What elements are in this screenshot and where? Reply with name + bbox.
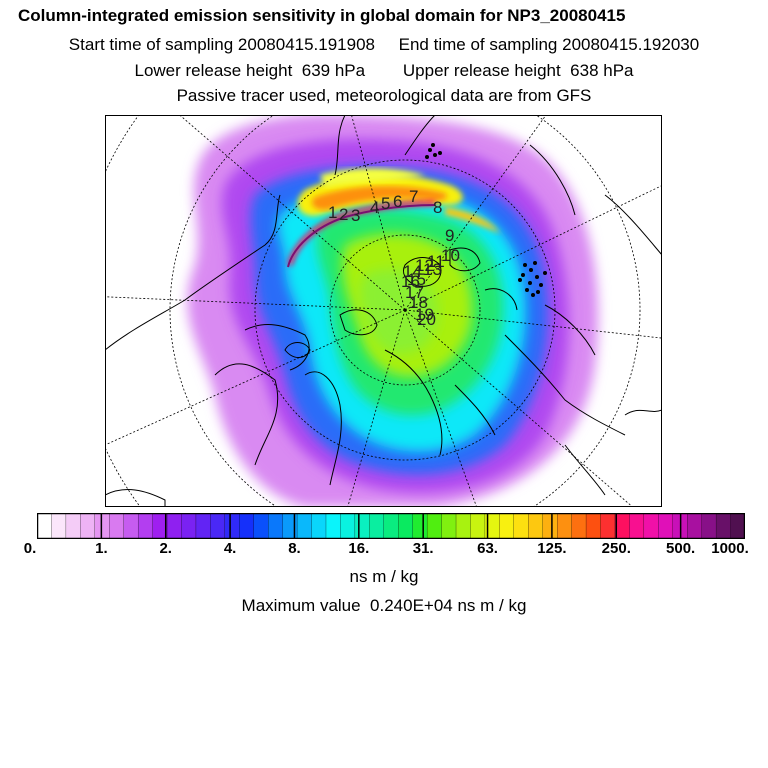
sampling-times: Start time of sampling 20080415.191908 E… [0,35,768,55]
colorbar-cell [94,513,110,539]
tracer-note: Passive tracer used, meteorological data… [176,86,592,105]
upper-release-text: Upper release height 638 hPa [402,61,634,80]
sensitivity-field [105,115,662,507]
colorbar-cell [585,513,602,539]
colorbar-cell [701,513,717,539]
colorbar-cell [51,513,67,539]
colorbar-cell [123,513,139,539]
colorbar-cell [687,513,703,539]
lower-release-text: Lower release height 639 hPa [134,61,366,80]
colorbar-cell [398,513,414,539]
colorbar-cell [412,513,428,539]
plot-title: Column-integrated emission sensitivity i… [18,6,626,25]
colorbar-cell [441,513,457,539]
station-markers [425,143,547,297]
colorbar-cell [542,513,558,539]
colorbar-cell [181,513,197,539]
colorbar-cell [470,513,486,539]
colorbar-cell [80,513,96,539]
trajectory-label: 18 [409,293,428,312]
colorbar-cell [369,513,385,539]
coastlines [105,115,662,507]
colorbar-tick-label: 500. [666,540,696,557]
trajectory-label: 9 [445,226,454,245]
trajectory-label: 4 [370,198,379,217]
colorbar-cell [325,513,342,539]
colorbar-cell [557,513,573,539]
trajectory-label: 10 [441,246,460,265]
colorbar-cell [37,513,53,539]
release-heights: Lower release height 639 hPa Upper relea… [0,61,768,81]
colorbar-tick-label: 2. [159,540,172,557]
colorbar-cell [528,513,544,539]
colorbar-tick-label: 0. [23,540,37,557]
trajectory-label: 16 [401,272,420,291]
map-frame [105,115,662,507]
colorbar-cell [239,513,255,539]
colorbar-cell [195,513,212,539]
colorbar-cell [383,513,399,539]
colorbar-cell [268,513,284,539]
colorbar-cell [137,513,154,539]
colorbar-cell [224,513,241,539]
colorbar [37,513,745,539]
colorbar-cell [65,513,82,539]
colorbar-cell [614,513,631,539]
colorbar-cell [643,513,660,539]
colorbar-cell [296,513,313,539]
colorbar-cell [730,513,745,539]
colorbar-tick-label: 125. [537,540,567,557]
trajectory-label: 17 [405,283,424,302]
trajectory-label: 3 [351,206,360,225]
colorbar-cell [600,513,616,539]
trajectory-label: 19 [415,305,434,324]
colorbar-cell [354,513,371,539]
trajectory-label: 11 [427,252,445,271]
trajectory-label: 1 [328,203,337,222]
colorbar-tick-label: 250. [601,540,631,557]
colorbar-cell [210,513,226,539]
emission-sensitivity-map: 1 2 3 4 5 6 7 8 9 10 11 12 13 14 15 16 1… [105,115,662,507]
colorbar-cell [340,513,356,539]
colorbar-cell [571,513,587,539]
end-sampling-text: End time of sampling 20080415.192030 [398,35,700,54]
colorbar-cell [426,513,443,539]
start-sampling-text: Start time of sampling 20080415.191908 [68,35,376,54]
trajectory-label: 20 [417,310,436,329]
colorbar-tick-label: 31. [412,540,434,557]
trajectory-label: 6 [393,192,402,211]
trajectory-label: 14 [403,262,422,281]
trajectory-label: 7 [409,187,418,206]
colorbar-cell [513,513,530,539]
colorbar-tick-label: 63. [477,540,498,557]
colorbar-tick-label: 8. [288,540,301,557]
trajectory-label: 5 [381,194,390,213]
colorbar-cell [166,513,183,539]
colorbar-cell [499,513,515,539]
colorbar-units: ns m / kg [349,567,419,586]
colorbar-tick-label: 1. [95,540,108,557]
colorbar-cell [282,513,298,539]
colorbar-cell [253,513,269,539]
colorbar-tick-label: 1000. [711,540,749,557]
colorbar-cell [311,513,327,539]
colorbar-cell [715,513,732,539]
colorbar-tick-label: 16. [348,540,370,557]
trajectory-label: 12 [415,256,434,275]
trajectory-labels: 1 2 3 4 5 6 7 8 9 10 11 12 13 14 15 16 1… [328,187,460,329]
colorbar-cell [629,513,645,539]
colorbar-cell [109,513,125,539]
colorbar-tick-label: 4. [223,540,237,557]
graticule [105,115,662,507]
colorbar-cell [455,513,472,539]
colorbar-cell [658,513,674,539]
trajectory-label: 13 [423,260,442,279]
trajectory-label: 15 [407,270,426,289]
trajectory-label: 2 [339,205,348,224]
trajectory-label: 8 [433,198,442,217]
maximum-value: Maximum value 0.240E+04 ns m / kg [241,596,527,615]
